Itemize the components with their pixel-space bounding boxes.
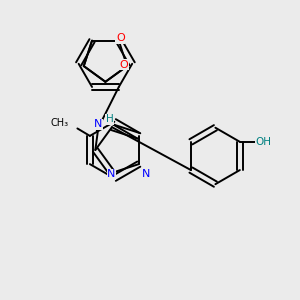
Text: O: O: [116, 33, 125, 43]
Text: H: H: [106, 114, 113, 124]
Text: O: O: [120, 60, 128, 70]
Text: N: N: [142, 169, 151, 178]
Text: CH₃: CH₃: [51, 118, 69, 128]
Text: N: N: [107, 169, 116, 179]
Text: N: N: [94, 119, 103, 129]
Text: OH: OH: [255, 137, 271, 147]
